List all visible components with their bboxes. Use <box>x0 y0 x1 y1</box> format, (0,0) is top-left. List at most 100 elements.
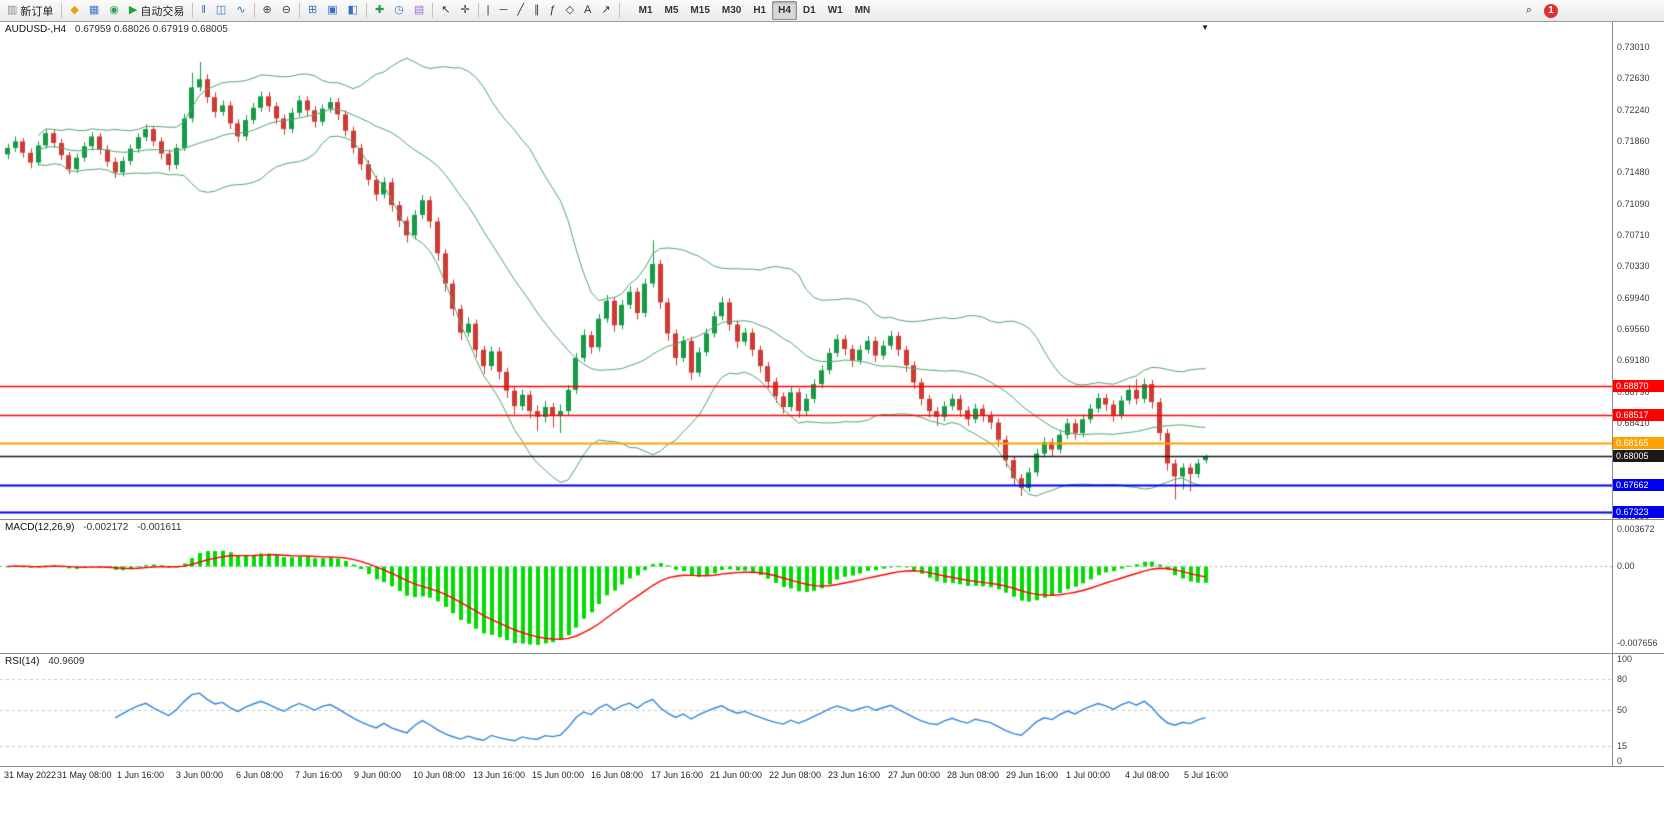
rsi-tick: 0 <box>1617 756 1623 766</box>
rsi-panel: RSI(14) 40.9609 100 80 50 15 0 <box>0 654 1664 767</box>
trendline-icon-glyph: ╱ <box>517 4 524 16</box>
indicators-icon-glyph: ✚ <box>375 4 385 16</box>
price-tick: 0.72630 <box>1617 73 1650 84</box>
time-axis-label: 31 May 2022 <box>4 770 57 780</box>
price-tick: 0.71090 <box>1617 199 1650 210</box>
zoom-in-icon[interactable]: ⊕ <box>258 1 277 21</box>
timeframe-m5[interactable]: M5 <box>664 5 679 16</box>
rsi-tick: 15 <box>1617 741 1628 752</box>
timeframe-h4[interactable]: H4 <box>772 1 797 20</box>
new-order-button[interactable]: ▥ 新订单 <box>2 1 58 21</box>
time-axis-label: 9 Jun 00:00 <box>354 770 402 780</box>
channel-icon[interactable]: ∥ <box>529 1 545 21</box>
horizontal-line-icon[interactable]: ─ <box>495 1 513 21</box>
price-tick: 0.68790 <box>1617 387 1650 398</box>
macd-scale[interactable]: 0.003672 0.00 -0.007656 <box>1612 520 1664 653</box>
rsi-label: RSI(14) 40.9609 <box>5 656 84 667</box>
line-chart-mode-icon[interactable]: ∿ <box>231 1 250 21</box>
crosshair-icon[interactable]: ✛ <box>455 1 474 21</box>
fibonacci-icon-glyph: ƒ <box>549 4 556 16</box>
macd-name: MACD(12,26,9) <box>5 522 75 533</box>
search-icon: ⌕ <box>1525 4 1532 16</box>
price-tick: 0.72240 <box>1617 105 1650 116</box>
periods-icon[interactable]: ◷ <box>389 1 409 21</box>
data-folder-icon[interactable]: ▦ <box>84 1 104 21</box>
templates-icon[interactable]: ▤ <box>409 1 429 21</box>
auto-trading-glyph: ▶ <box>128 4 138 16</box>
time-axis-label: 16 Jun 08:00 <box>591 770 644 780</box>
symbol-period-label: AUDUSD-,H4 <box>5 24 67 35</box>
time-axis-label: 23 Jun 16:00 <box>828 770 881 780</box>
time-axis[interactable]: 31 May 2022 31 May 08:00 1 Jun 16:00 3 Jun … <box>0 767 1664 785</box>
timeframe-mn[interactable]: MN <box>854 5 871 16</box>
bar-chart-mode-icon-glyph: ǁ <box>201 4 206 16</box>
price-line-label: 0.68165 <box>1613 437 1664 450</box>
rsi-value: 40.9609 <box>48 656 85 667</box>
rsi-name: RSI(14) <box>5 656 40 667</box>
time-axis-label: 28 Jun 08:00 <box>947 770 1000 780</box>
price-tick: 0.70330 <box>1617 261 1650 272</box>
macd-canvas[interactable] <box>0 520 1612 653</box>
arrange-windows-icon-glyph: ◧ <box>347 4 358 16</box>
ohlc-values: 0.67959 0.68026 0.67919 0.68005 <box>74 24 228 35</box>
price-scale[interactable]: 0.73010 0.72630 0.72240 0.71860 0.71480 0.710… <box>1612 22 1664 521</box>
candlestick-mode-icon[interactable]: ◫ <box>211 1 231 21</box>
time-axis-label: 27 Jun 00:00 <box>888 770 941 780</box>
rsi-scale[interactable]: 100 80 50 15 0 <box>1612 654 1664 766</box>
text-label-icon[interactable]: A <box>579 1 596 21</box>
rsi-tick: 100 <box>1617 654 1633 664</box>
price-line-label: 0.67323 <box>1613 506 1664 519</box>
auto-trading-button[interactable]: ▶ 自动交易 <box>124 1 189 21</box>
macd-tick: -0.007656 <box>1617 638 1658 649</box>
vertical-line-icon[interactable]: | <box>482 1 495 21</box>
metaeditor-icon-glyph: ◆ <box>70 4 79 16</box>
notification-badge[interactable]: 1 <box>1544 3 1558 18</box>
price-chart-canvas[interactable] <box>0 22 1612 519</box>
timeframe-m1[interactable]: M1 <box>638 5 653 16</box>
arrows-icon[interactable]: ↗ <box>596 1 615 21</box>
metaeditor-icon[interactable]: ◆ <box>65 1 83 21</box>
toolbar-separator <box>366 3 367 18</box>
trendline-icon[interactable]: ╱ <box>512 1 529 21</box>
toolbar-separator <box>253 3 255 18</box>
time-axis-label: 31 May 08:00 <box>57 770 112 780</box>
timeframe-m15[interactable]: M15 <box>690 5 710 16</box>
bar-chart-mode-icon[interactable]: ǁ <box>196 1 211 21</box>
cascade-windows-icon[interactable]: ▣ <box>322 1 342 21</box>
shapes-icon-glyph: ◇ <box>565 4 575 16</box>
time-axis-label: 22 Jun 08:00 <box>769 770 822 780</box>
timeframe-h1[interactable]: H1 <box>753 5 767 16</box>
chart-area: AUDUSD-,H4 0.67959 0.68026 0.67919 0.680… <box>0 22 1664 829</box>
macd-label: MACD(12,26,9) -0.002172 -0.001611 <box>5 522 181 533</box>
search-button[interactable]: ⌕ <box>1521 1 1537 21</box>
zoom-out-icon-glyph: ⊖ <box>281 4 291 16</box>
shapes-icon[interactable]: ◇ <box>561 1 579 21</box>
timeframe-d1[interactable]: D1 <box>802 5 816 16</box>
cursor-icon[interactable]: ↖ <box>436 1 455 21</box>
community-icon-glyph: ◉ <box>109 4 119 16</box>
price-tick: 0.70710 <box>1617 230 1650 241</box>
time-axis-label: 15 Jun 00:00 <box>532 770 585 780</box>
indicators-icon[interactable]: ✚ <box>370 1 389 21</box>
timeframe-m30[interactable]: M30 <box>721 5 742 16</box>
rsi-canvas[interactable] <box>0 654 1612 766</box>
chart-title: AUDUSD-,H4 0.67959 0.68026 0.67919 0.680… <box>5 24 228 35</box>
timeframe-buttons: M1 M5 M15 M30 H1 H4 D1 W1 MN <box>633 1 877 20</box>
timeframe-w1[interactable]: W1 <box>827 5 843 16</box>
tile-windows-icon[interactable]: ⊞ <box>303 1 322 21</box>
cascade-windows-icon-glyph: ▣ <box>327 4 338 16</box>
price-tick: 0.69940 <box>1617 293 1650 304</box>
time-axis-label: 4 Jul 08:00 <box>1125 770 1170 780</box>
time-axis-label: 17 Jun 16:00 <box>651 770 704 780</box>
toolbar-separator <box>61 3 63 18</box>
toolbar-separator <box>477 3 479 18</box>
time-axis-label: 1 Jun 16:00 <box>117 770 165 780</box>
fibonacci-icon[interactable]: ƒ <box>544 1 560 21</box>
toolbar-buttons: ▥ 新订单 ◆ ▦ ◉ ▶ 自动交易 ǁ ◫ ∿ ⊕ ⊖ ⊞ ▣ ◧ ✚ ◷ ▤ ↖ ✛ | ─ ╱ ∥ ƒ ◇ A ↗ <box>2 1 623 21</box>
time-axis-label: 21 Jun 00:00 <box>710 770 763 780</box>
community-icon[interactable]: ◉ <box>104 1 124 21</box>
zoom-out-icon[interactable]: ⊖ <box>277 1 296 21</box>
arrange-windows-icon[interactable]: ◧ <box>343 1 363 21</box>
macd-tick: 0.003672 <box>1617 524 1655 535</box>
